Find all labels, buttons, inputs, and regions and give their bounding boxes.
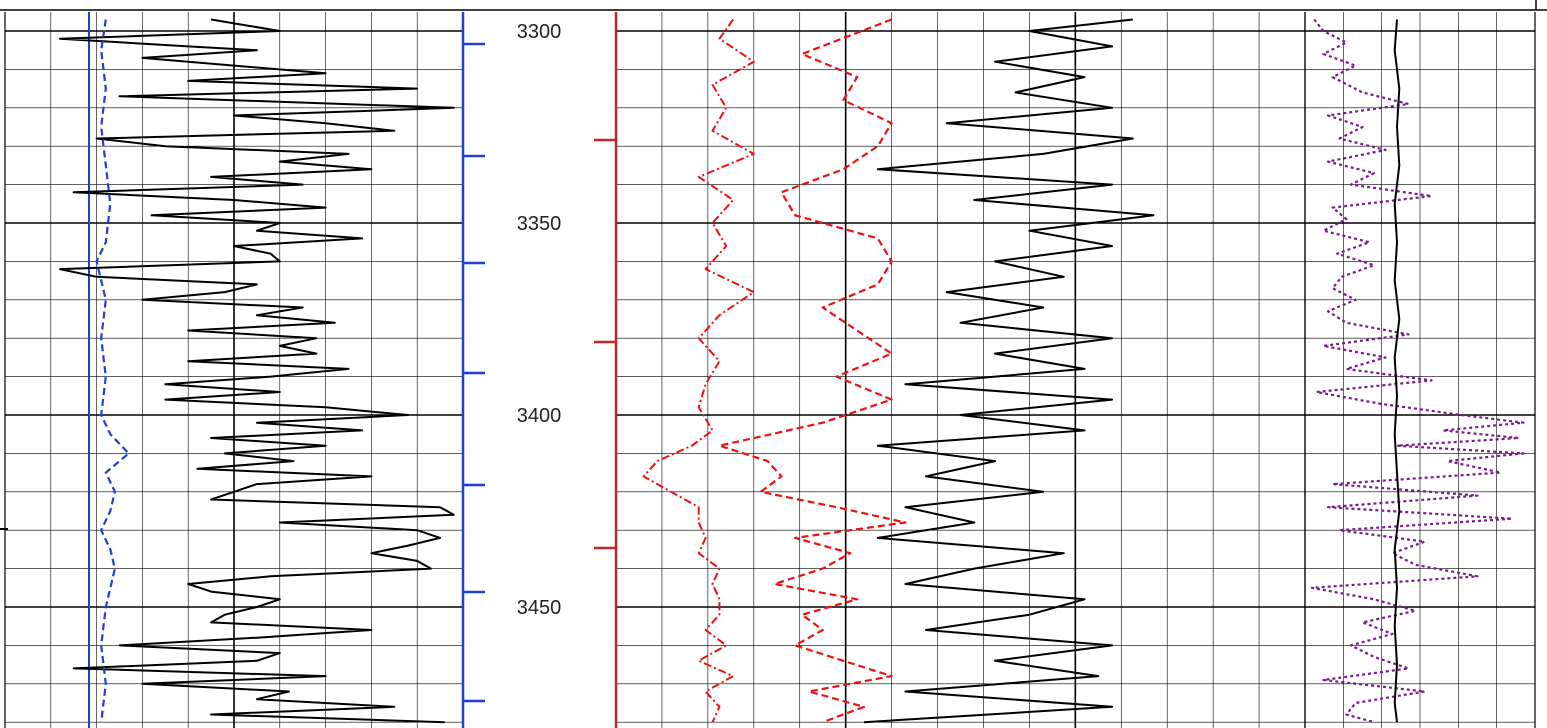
track1-series-2-dashed-curve <box>95 19 130 723</box>
track2-series-1-dashdot-curve <box>642 18 755 723</box>
track2-series-3-solid-curve <box>863 18 1155 724</box>
depth-labels: 3300 3350 3400 3450 <box>517 21 562 619</box>
depth-tick-label: 3400 <box>517 405 562 427</box>
track2-series-2-dashed-curve <box>718 18 907 724</box>
depth-tick-label: 3350 <box>517 213 562 235</box>
track3-series-2-solid-curve <box>1393 19 1401 723</box>
curve-layer <box>0 18 1525 724</box>
track1-series-1-solid-curve <box>59 18 455 724</box>
depth-tick-label: 3450 <box>517 597 562 619</box>
track3-series-1-dotted-curve <box>1310 18 1525 724</box>
depth-tick-label: 3300 <box>517 21 562 43</box>
